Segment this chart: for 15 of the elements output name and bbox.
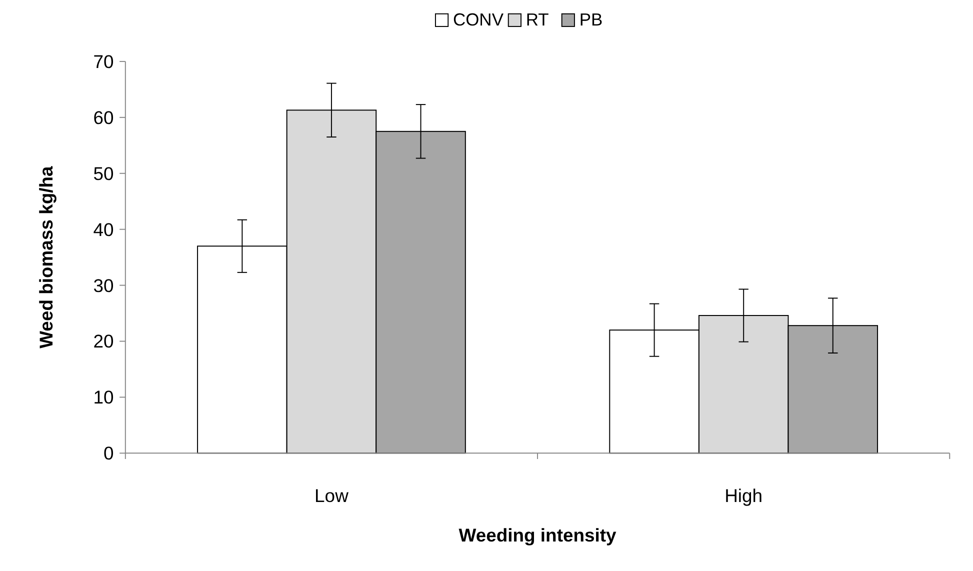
x-tick-label: Low (314, 484, 350, 506)
y-tick-label: 60 (93, 106, 114, 128)
y-axis-title: Weed biomass kg/ha (36, 165, 57, 348)
x-tick-label: High (724, 484, 763, 506)
legend-label: CONV (452, 9, 504, 30)
legend-label: RT (526, 9, 550, 30)
x-axis-title: Weeding intensity (458, 524, 618, 546)
y-tick-label: 40 (93, 218, 114, 240)
y-tick-label: 10 (93, 386, 114, 408)
y-tick-label: 50 (93, 162, 114, 184)
y-tick-label: 30 (93, 274, 114, 296)
y-tick-label: 70 (93, 50, 114, 72)
y-tick-label: 20 (93, 330, 114, 352)
y-tick-label: 0 (103, 442, 114, 464)
legend-label: PB (579, 9, 603, 30)
